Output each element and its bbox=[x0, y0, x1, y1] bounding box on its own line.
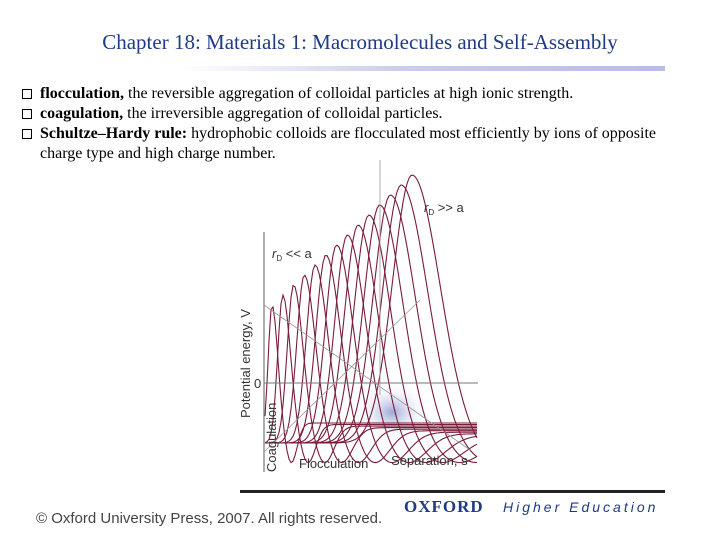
oxford-logo: OXFORD bbox=[404, 497, 484, 516]
construction-line-2 bbox=[263, 304, 471, 451]
bullet-item-flocculation: flocculation, the reversible aggregation… bbox=[22, 84, 702, 104]
bullet-text: the irreversible aggregation of colloida… bbox=[123, 105, 443, 122]
bullet-text: the reversible aggregation of colloidal … bbox=[124, 85, 574, 102]
small-debye-label: rD << a bbox=[272, 246, 313, 263]
coagulation-label: Coagulation bbox=[264, 403, 279, 472]
bullet-item-coagulation: coagulation, the irreversible aggregatio… bbox=[22, 104, 702, 124]
energy-curve bbox=[265, 284, 477, 464]
footer-divider bbox=[240, 490, 665, 493]
energy-curve bbox=[265, 174, 478, 444]
x-axis-label: Separation, s bbox=[391, 453, 468, 468]
small-debye-r: r bbox=[272, 246, 277, 261]
y-axis-label: Potential energy, V bbox=[238, 309, 253, 418]
zero-label: 0 bbox=[254, 376, 261, 391]
checkbox-bullet-icon bbox=[22, 89, 32, 99]
higher-education-logo: Higher Education bbox=[503, 499, 659, 515]
energy-curve bbox=[265, 264, 477, 464]
energy-curve bbox=[265, 244, 477, 464]
large-debye-rest: >> a bbox=[434, 200, 464, 215]
bullet-term: coagulation, bbox=[40, 105, 124, 122]
bullet-list: flocculation, the reversible aggregation… bbox=[22, 84, 702, 164]
large-debye-subscript: D bbox=[428, 208, 434, 217]
bullet-item-schultze-hardy: Schultze–Hardy rule: hydrophobic colloid… bbox=[22, 124, 702, 164]
large-debye-r: r bbox=[424, 200, 429, 215]
checkbox-bullet-icon bbox=[22, 109, 32, 119]
title-divider bbox=[20, 66, 665, 71]
copyright-notice: © Oxford University Press, 2007. All rig… bbox=[36, 510, 383, 527]
flocculation-highlight bbox=[354, 382, 430, 442]
energy-curve bbox=[265, 255, 477, 464]
slide-title: Chapter 18: Materials 1: Macromolecules … bbox=[102, 30, 618, 54]
energy-curves bbox=[264, 174, 478, 464]
small-debye-subscript: D bbox=[276, 254, 282, 263]
flocculation-label: Flocculation bbox=[299, 456, 368, 471]
small-debye-rest: << a bbox=[282, 246, 312, 261]
checkbox-bullet-icon bbox=[22, 129, 32, 139]
bullet-term: Schultze–Hardy rule: bbox=[40, 125, 188, 142]
bullet-term: flocculation, bbox=[40, 85, 124, 102]
large-debye-label: rD >> a bbox=[424, 200, 465, 217]
bullet-text: hydrophobic colloids are flocculated mos… bbox=[40, 125, 657, 162]
construction-line-1 bbox=[263, 299, 421, 453]
